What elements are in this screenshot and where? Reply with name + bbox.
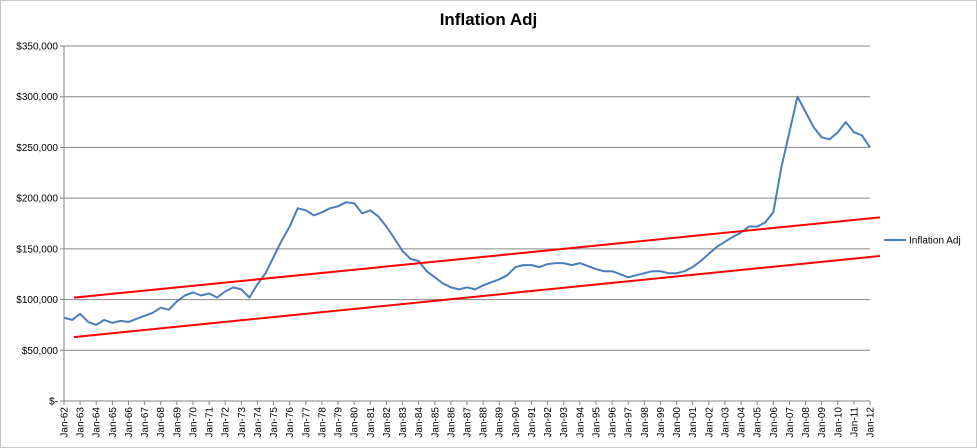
x-tick-label: Jan-74 [253,407,264,438]
x-tick-label: Jan-09 [817,407,828,438]
y-tick-label: $- [49,397,58,408]
legend: Inflation Adj [884,236,961,247]
y-tick-label: $150,000 [16,244,58,255]
x-tick-label: Jan-84 [414,407,425,438]
x-tick-label: Jan-98 [640,407,651,438]
x-tick-label: Jan-88 [479,407,490,438]
axes [60,45,871,405]
x-tick-label: Jan-78 [317,407,328,438]
y-tick-label: $250,000 [16,143,58,154]
x-tick-label: Jan-91 [527,407,538,438]
x-tick-label: Jan-03 [720,407,731,438]
x-tick-label: Jan-68 [156,407,167,438]
x-tick-label: Jan-01 [688,407,699,438]
x-tick-label: Jan-70 [188,407,199,438]
x-tick-label: Jan-02 [704,407,715,438]
series-lines [63,95,881,339]
y-tick-label: $350,000 [16,42,58,53]
y-tick-label: $50,000 [22,346,59,357]
x-tick-label: Jan-63 [76,407,87,438]
x-tick-label: Jan-92 [543,407,554,438]
x-tick-label: Jan-94 [575,407,586,438]
trend-line [73,255,881,339]
x-tick-label: Jan-71 [205,407,216,438]
x-tick-label: Jan-99 [656,407,667,438]
x-tick-labels: Jan-62 Jan-63 Jan-64 Jan-65 Jan-66 Jan-67 Jan-… [60,407,877,438]
y-tick-labels: $- $50,000 $100,000 $150,000 $200,000 $250,00… [16,42,58,408]
x-tick-label: Jan-85 [430,407,441,438]
x-tick-label: Jan-77 [301,407,312,438]
x-tick-label: Jan-76 [285,407,296,438]
x-tick-label: Jan-62 [60,407,71,438]
x-tick-label: Jan-97 [624,407,635,438]
x-tick-label: Jan-08 [801,407,812,438]
x-tick-label: Jan-90 [511,407,522,438]
x-tick-label: Jan-87 [463,407,474,438]
x-tick-label: Jan-95 [591,407,602,438]
x-tick-label: Jan-82 [382,407,393,438]
legend-label: Inflation Adj [909,236,961,247]
trend-line [73,216,881,299]
x-tick-label: Jan-86 [446,407,457,438]
x-tick-label: Jan-83 [398,407,409,438]
chart-title: Inflation Adj [439,10,538,29]
y-tick-label: $100,000 [16,295,58,306]
grid-lines [64,45,870,351]
series-line-inflation-adj [63,95,871,326]
x-tick-label: Jan-67 [140,407,151,438]
x-tick-label: Jan-07 [785,407,796,438]
x-tick-label: Jan-04 [737,407,748,438]
x-tick-label: Jan-00 [672,407,683,438]
x-tick-label: Jan-89 [495,407,506,438]
x-tick-label: Jan-75 [269,407,280,438]
x-tick-label: Jan-66 [124,407,135,438]
x-tick-label: Jan-12 [866,407,877,438]
x-tick-label: Jan-11 [849,407,860,437]
x-tick-label: Jan-79 [334,407,345,438]
x-tick-label: Jan-05 [753,407,764,438]
y-tick-label: $200,000 [16,194,58,205]
y-tick-label: $300,000 [16,92,58,103]
x-tick-label: Jan-65 [108,407,119,438]
x-tick-label: Jan-96 [608,407,619,438]
x-tick-label: Jan-64 [92,407,103,438]
x-tick-label: Jan-73 [237,407,248,438]
x-tick-label: Jan-72 [221,407,232,438]
x-tick-label: Jan-10 [833,407,844,438]
x-tick-label: Jan-06 [769,407,780,438]
x-tick-label: Jan-69 [172,407,183,438]
x-tick-label: Jan-93 [559,407,570,438]
x-tick-label: Jan-80 [350,407,361,438]
x-tick-label: Jan-81 [366,407,377,438]
